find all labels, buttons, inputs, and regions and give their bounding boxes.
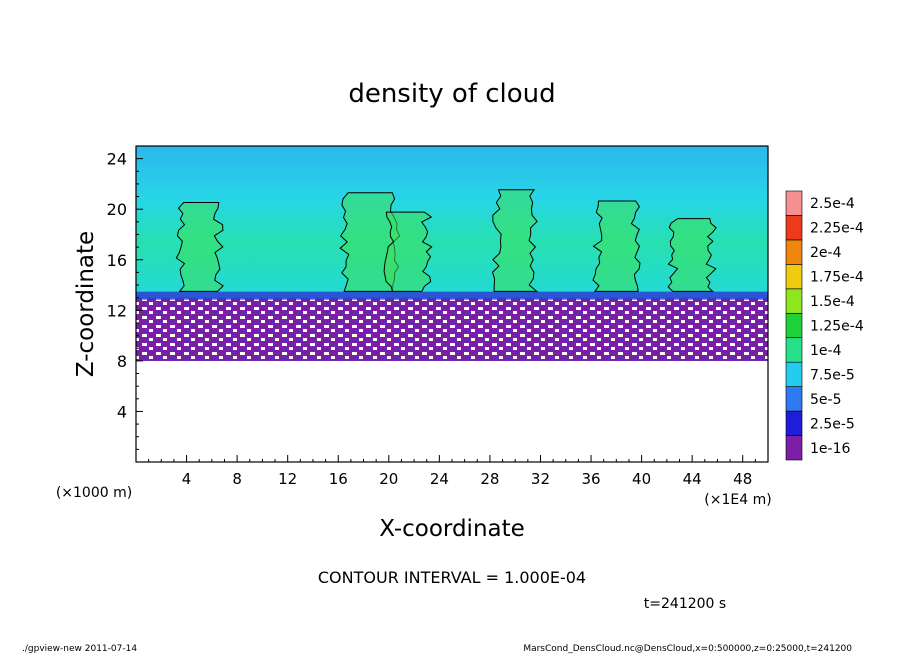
colorbar-swatch [785, 410, 803, 436]
x-tick-label: 16 [329, 470, 348, 488]
colorbar-label: 1e-4 [810, 343, 842, 359]
cloud-core-region [592, 200, 641, 292]
colorbar-swatch [785, 288, 803, 314]
x-axis: 4 8 12 16 20 24 28 32 36 40 44 48 [148, 455, 756, 488]
low-density-layer [136, 297, 768, 361]
cloud-core-region [175, 202, 224, 292]
x-tick-label: 28 [480, 470, 499, 488]
time-label: t=241200 s [644, 596, 726, 612]
y-axis: 4 8 12 16 20 24 [107, 150, 143, 450]
chart-title: density of cloud [348, 79, 555, 109]
cloud-core-region [383, 211, 433, 292]
colorbar: 1e-16 2.5e-5 5e-5 7.5e-5 1e-4 1.25e-4 1.5e-4 1.… [785, 190, 864, 461]
footer-left: ./gpview-new 2011-07-14 [22, 644, 137, 654]
x-tick-label: 24 [430, 470, 449, 488]
colorbar-label: 1.25e-4 [810, 319, 864, 335]
colorbar-label: 1.5e-4 [810, 294, 855, 310]
cloud-core-region [491, 189, 539, 292]
cloud-core-region [667, 218, 717, 292]
contour-interval-label: CONTOUR INTERVAL = 1.000E-04 [318, 568, 586, 587]
x-unit-right: (×1E4 m) [704, 492, 771, 508]
colorbar-label: 1e-16 [810, 441, 850, 457]
colorbar-label: 2e-4 [810, 245, 842, 261]
colorbar-swatch [785, 435, 803, 461]
y-tick-label: 20 [107, 200, 127, 219]
x-tick-label: 8 [232, 470, 242, 488]
y-tick-label: 4 [117, 402, 127, 421]
colorbar-swatch [785, 361, 803, 387]
dense-layer-boundary [136, 291, 768, 300]
x-axis-label: X-coordinate [379, 516, 525, 542]
colorbar-swatch [785, 190, 803, 216]
colorbar-swatch [785, 264, 803, 290]
footer-right: MarsCond_DensCloud.nc@DensCloud,x=0:5000… [523, 644, 852, 654]
y-tick-label: 12 [107, 301, 127, 320]
colorbar-label: 1.75e-4 [810, 270, 864, 286]
x-tick-label: 44 [683, 470, 702, 488]
x-tick-label: 48 [733, 470, 752, 488]
colorbar-swatch [785, 386, 803, 412]
colorbar-label: 2.5e-5 [810, 416, 855, 432]
x-tick-label: 40 [632, 470, 651, 488]
x-unit-left: (×1000 m) [56, 485, 132, 501]
colorbar-swatch [785, 337, 803, 363]
y-tick-label: 8 [117, 352, 127, 371]
colorbar-label: 7.5e-5 [810, 367, 855, 383]
y-tick-label: 16 [107, 251, 127, 270]
colorbar-label: 2.25e-4 [810, 221, 864, 237]
x-tick-label: 4 [182, 470, 192, 488]
colorbar-label: 5e-5 [810, 392, 841, 408]
colorbar-label: 2.5e-4 [810, 196, 855, 212]
x-tick-label: 20 [379, 470, 398, 488]
y-axis-label: Z-coordinate [73, 231, 99, 377]
colorbar-swatch [785, 312, 803, 339]
cloud-density-field [136, 146, 768, 361]
colorbar-swatch [785, 239, 803, 265]
y-tick-label: 24 [107, 150, 127, 169]
colorbar-swatch [785, 215, 803, 241]
x-tick-label: 12 [278, 470, 297, 488]
x-tick-label: 36 [581, 470, 600, 488]
x-tick-label: 32 [531, 470, 550, 488]
